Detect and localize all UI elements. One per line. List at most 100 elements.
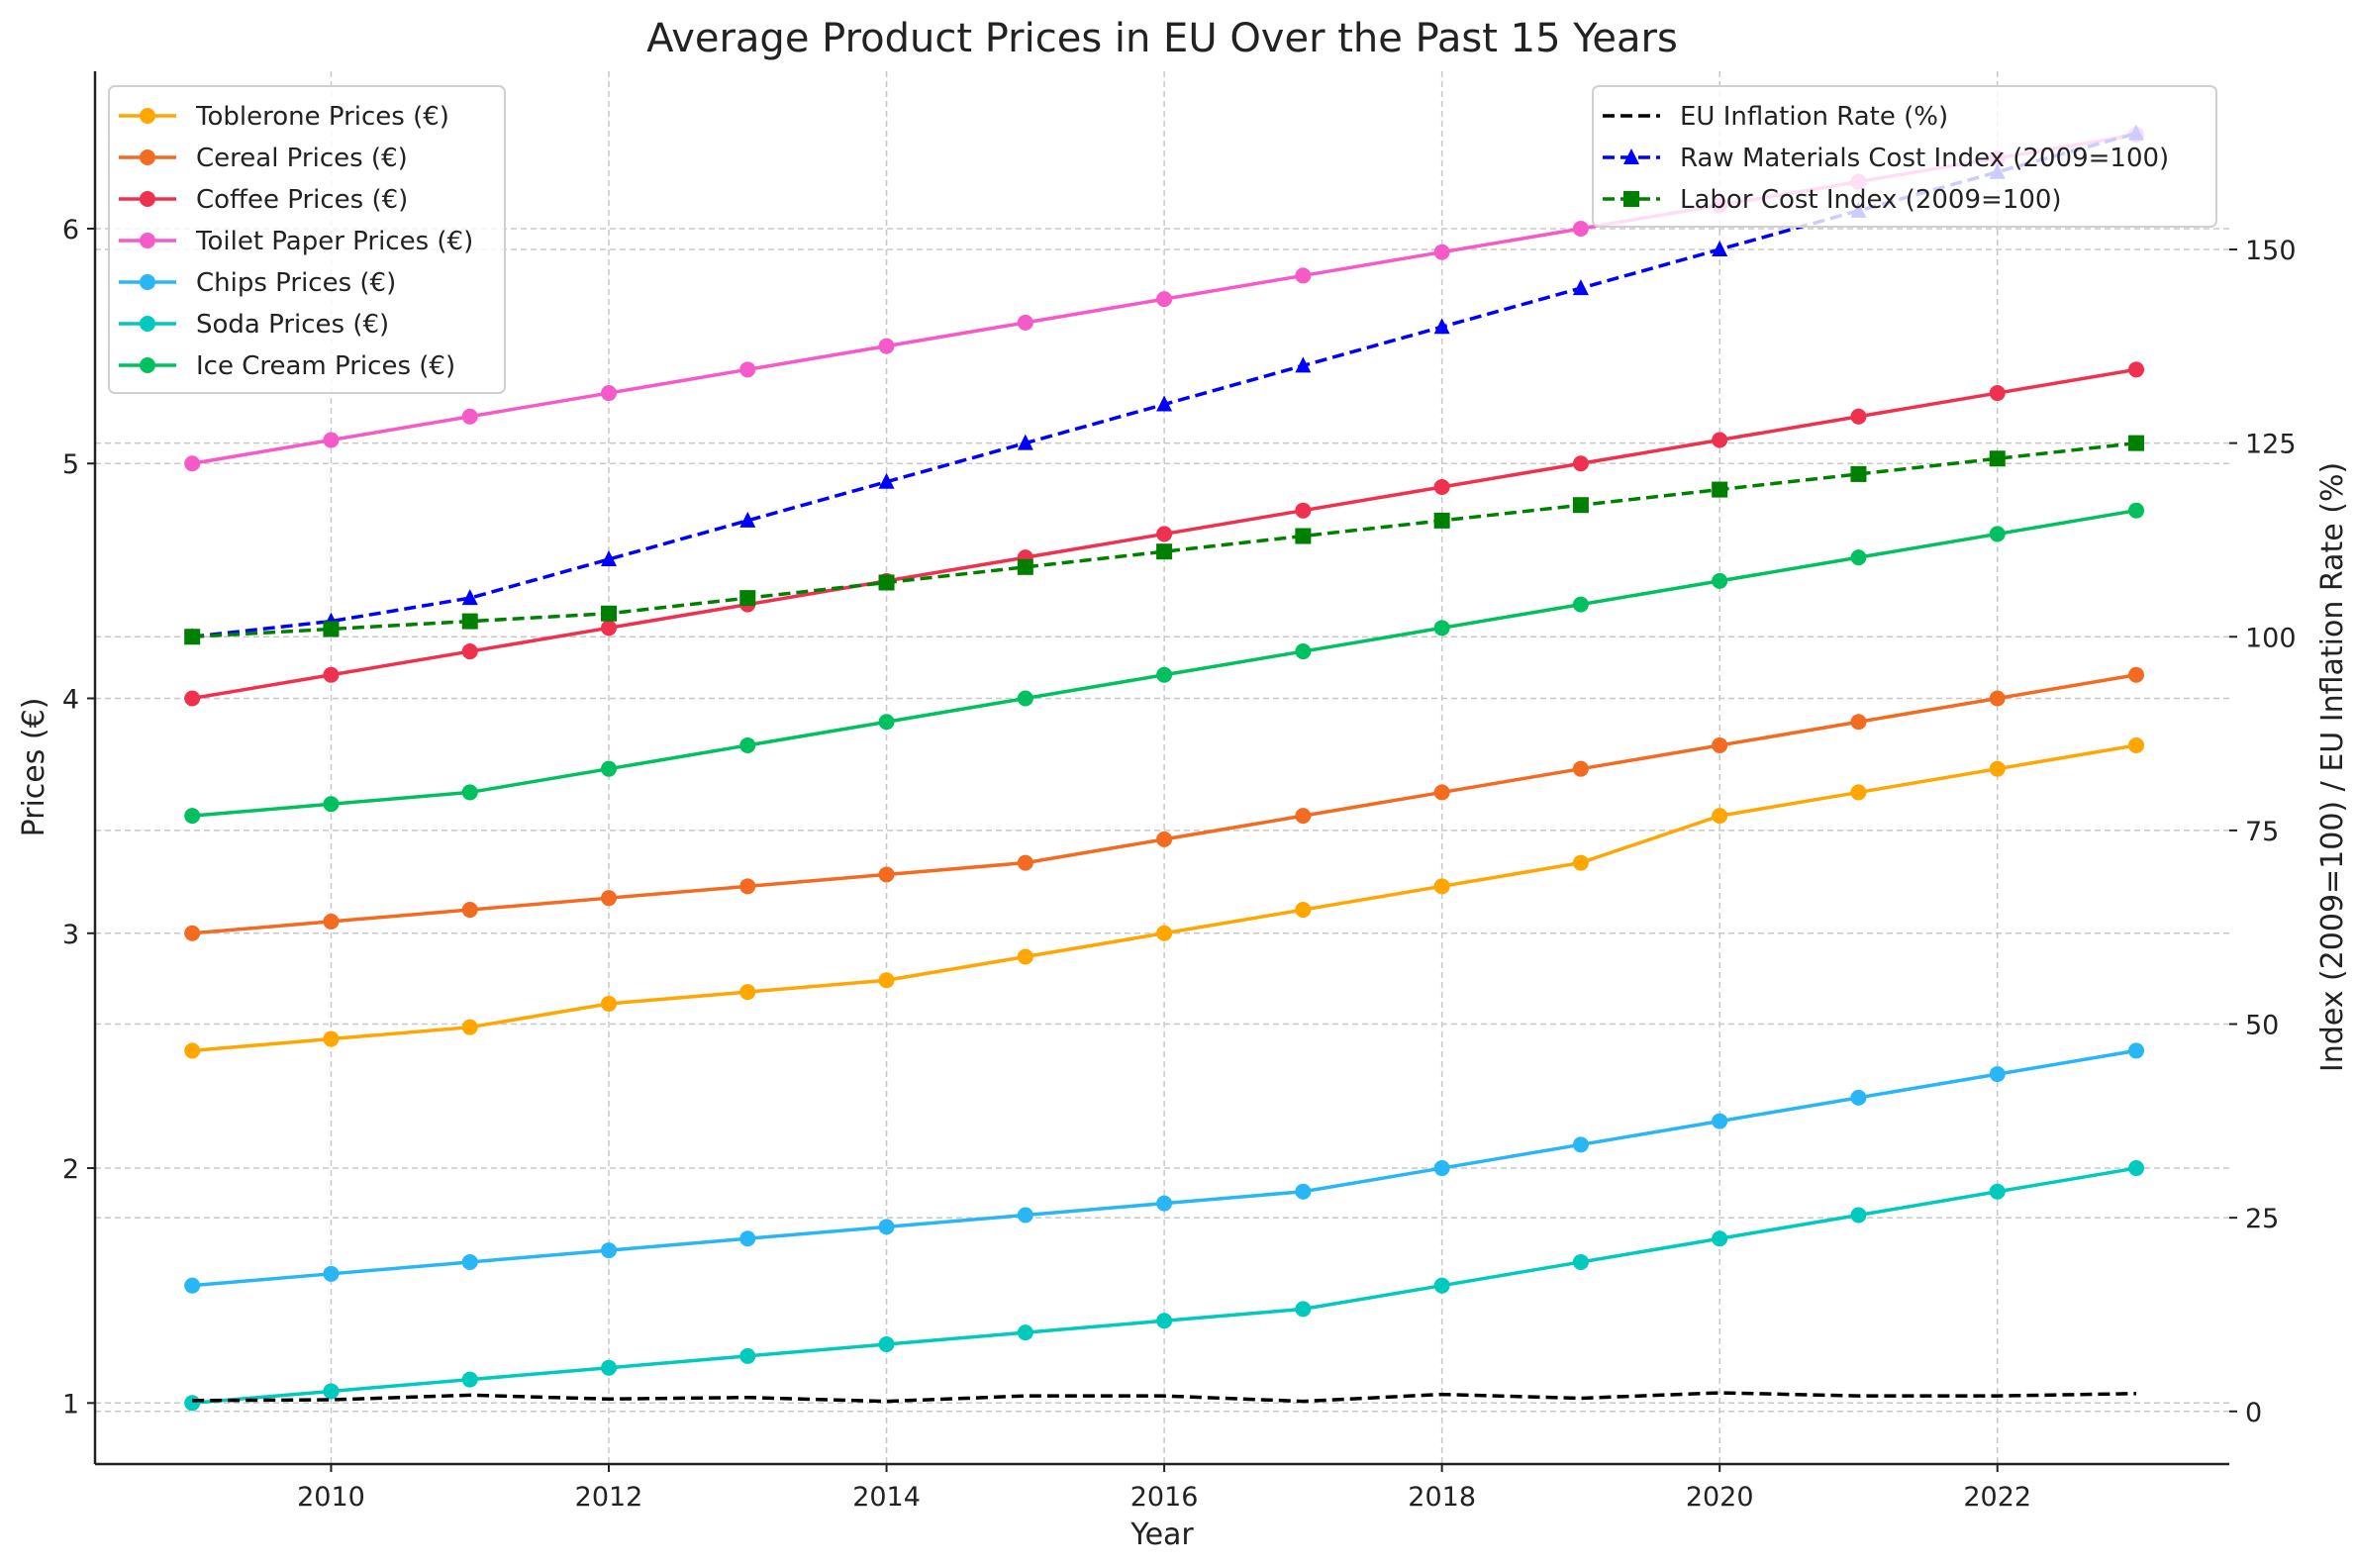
data-point xyxy=(323,1383,340,1400)
data-point xyxy=(1156,395,1173,412)
data-point xyxy=(323,1030,340,1047)
legend-label: Toblerone Prices (€) xyxy=(195,102,449,132)
legend-label: Labor Cost Index (2009=100) xyxy=(1680,185,2062,215)
data-point xyxy=(1295,808,1312,825)
data-point xyxy=(2128,666,2145,683)
data-point xyxy=(461,1253,478,1270)
data-point xyxy=(1989,690,2006,707)
data-point xyxy=(1433,784,1450,801)
series-layer xyxy=(184,124,2145,1412)
data-point xyxy=(184,808,201,825)
data-point xyxy=(2128,736,2145,753)
data-point xyxy=(878,574,895,591)
data-point xyxy=(1850,408,1867,425)
data-point xyxy=(601,605,618,622)
data-point xyxy=(184,690,201,707)
data-point xyxy=(739,1347,756,1364)
data-point xyxy=(1712,432,1728,448)
data-point xyxy=(1295,528,1312,544)
data-point xyxy=(1433,244,1450,260)
data-point xyxy=(878,714,895,731)
data-point xyxy=(1156,1195,1173,1212)
data-point xyxy=(601,995,618,1012)
legend-marker xyxy=(140,274,155,290)
data-point xyxy=(1712,1113,1728,1129)
data-point xyxy=(1712,736,1728,753)
x-tick-label: 2016 xyxy=(1130,1482,1199,1513)
data-point xyxy=(1572,1253,1589,1270)
data-point xyxy=(461,408,478,425)
data-point xyxy=(1156,925,1173,941)
data-point xyxy=(1295,643,1312,660)
data-point xyxy=(601,1359,618,1376)
y2-tick-label: 0 xyxy=(2245,1398,2262,1428)
legend-label: Ice Cream Prices (€) xyxy=(196,351,455,381)
data-point xyxy=(323,913,340,930)
series-soda-prices xyxy=(184,1160,2145,1412)
data-point xyxy=(461,643,478,660)
data-point xyxy=(184,455,201,472)
series-toblerone-prices xyxy=(184,736,2145,1059)
legend-marker xyxy=(140,233,155,248)
data-point xyxy=(601,549,618,566)
data-point xyxy=(1295,356,1312,373)
data-point xyxy=(1156,543,1173,560)
data-point xyxy=(739,361,756,378)
data-point xyxy=(1156,666,1173,683)
data-point xyxy=(1433,318,1450,335)
y2-tick-label: 25 xyxy=(2245,1204,2279,1234)
data-point xyxy=(1850,1089,1867,1106)
data-point xyxy=(739,736,756,753)
data-point xyxy=(2128,1160,2145,1177)
y2-tick-label: 150 xyxy=(2245,236,2297,266)
data-point xyxy=(323,666,340,683)
legend-marker xyxy=(1623,191,1639,207)
data-point xyxy=(739,590,756,607)
data-point xyxy=(1572,854,1589,871)
legend-label: Coffee Prices (€) xyxy=(196,185,408,215)
legend-label: Chips Prices (€) xyxy=(196,268,396,298)
x-tick-label: 2020 xyxy=(1686,1482,1754,1513)
data-point xyxy=(878,972,895,989)
data-point xyxy=(1433,478,1450,495)
data-point xyxy=(1989,385,2006,402)
x-axis-label: Year xyxy=(1129,1518,1194,1552)
data-point xyxy=(1989,450,2006,467)
data-point xyxy=(184,629,201,645)
chart-title: Average Product Prices in EU Over the Pa… xyxy=(646,16,1678,61)
data-point xyxy=(323,432,340,448)
x-tick-label: 2022 xyxy=(1963,1482,2031,1513)
data-point xyxy=(1572,497,1589,514)
data-point xyxy=(1712,572,1728,589)
series-coffee-prices xyxy=(184,361,2145,707)
y-tick-label: 4 xyxy=(62,685,79,716)
legends: Toblerone Prices (€) Cereal Prices (€) Cof… xyxy=(108,85,2217,394)
data-point xyxy=(1017,1324,1033,1341)
data-point xyxy=(1017,434,1033,450)
data-point xyxy=(1433,620,1450,637)
data-point xyxy=(1572,596,1589,613)
data-point xyxy=(1433,878,1450,895)
legend-left: Toblerone Prices (€) Cereal Prices (€) Cof… xyxy=(108,85,506,394)
data-point xyxy=(184,1395,201,1412)
data-point xyxy=(878,1219,895,1235)
y-tick-label: 5 xyxy=(62,449,79,480)
data-point xyxy=(601,1242,618,1259)
data-point xyxy=(1989,760,2006,777)
data-point xyxy=(184,925,201,941)
data-point xyxy=(1712,481,1728,498)
data-point xyxy=(1433,1277,1450,1294)
data-point xyxy=(1295,1301,1312,1318)
data-point xyxy=(2128,1042,2145,1059)
data-point xyxy=(601,890,618,907)
x-tick-label: 2014 xyxy=(852,1482,921,1513)
data-point xyxy=(1017,854,1033,871)
series-line xyxy=(192,1391,2137,1404)
y2-tick-label: 75 xyxy=(2245,817,2279,847)
legend-marker xyxy=(140,316,155,332)
data-point xyxy=(461,1371,478,1388)
data-point xyxy=(878,472,895,489)
data-point xyxy=(601,620,618,637)
y-tick-label: 2 xyxy=(62,1154,79,1185)
